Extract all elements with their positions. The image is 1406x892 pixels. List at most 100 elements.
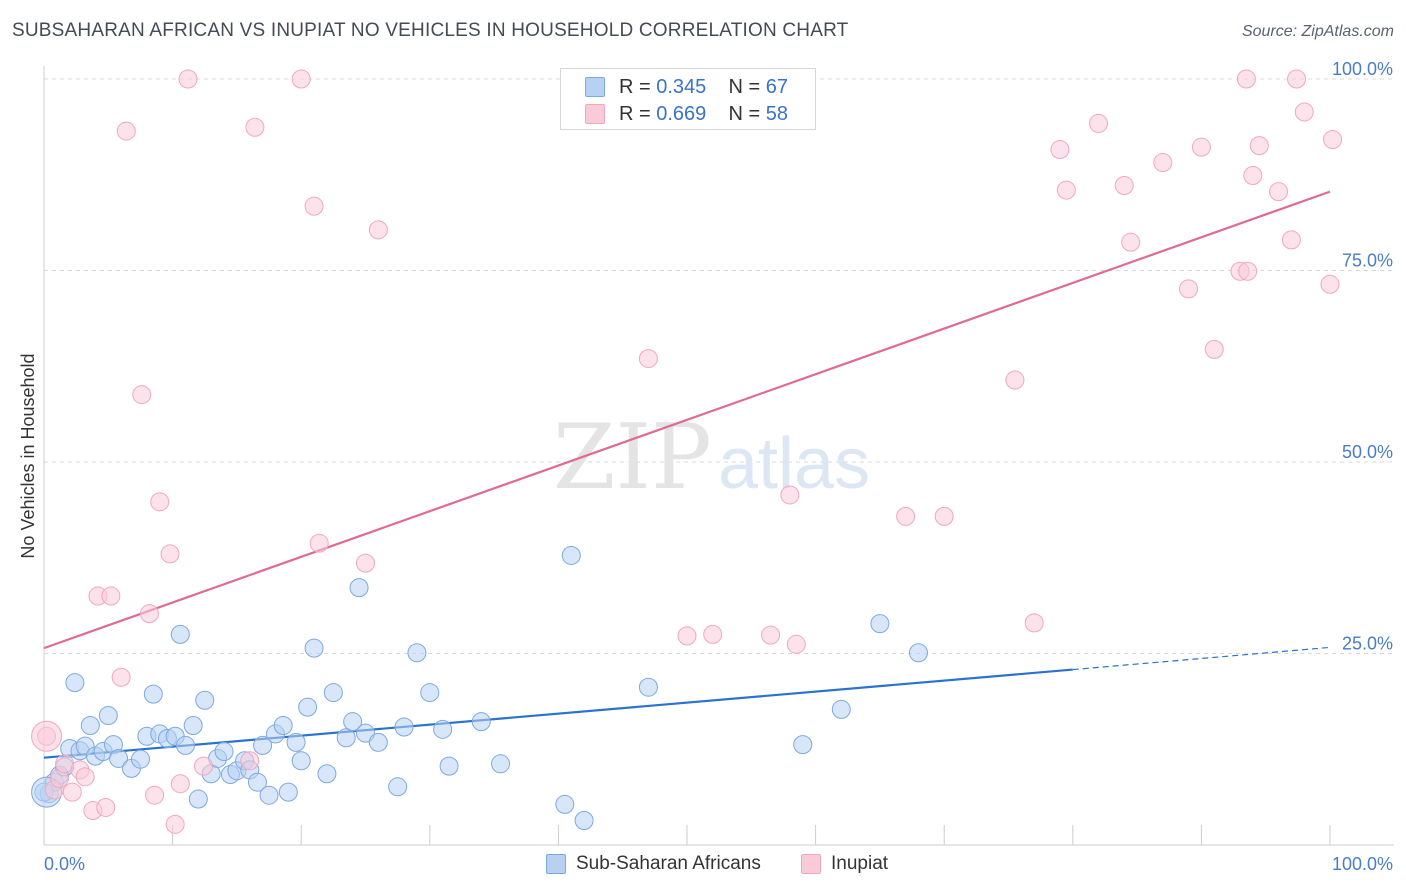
point-inupiat xyxy=(1121,232,1141,252)
point-inupiat xyxy=(1191,137,1211,157)
point-sub-saharan xyxy=(368,732,388,752)
point-inupiat xyxy=(356,553,375,573)
point-sub-saharan xyxy=(143,684,163,704)
point-sub-saharan xyxy=(65,673,85,693)
point-sub-saharan xyxy=(793,735,813,755)
point-sub-saharan xyxy=(109,748,129,768)
point-inupiat xyxy=(368,220,388,240)
point-inupiat xyxy=(145,785,165,805)
n-value: 67 xyxy=(765,75,789,98)
legend-stats-text: R = 0.345 N = 67 xyxy=(619,76,788,99)
trend-line-extension-0 xyxy=(1072,646,1331,671)
point-inupiat xyxy=(132,385,152,405)
point-sub-saharan xyxy=(908,643,928,663)
point-sub-saharan xyxy=(336,728,356,748)
point-inupiat xyxy=(1281,230,1301,250)
point-sub-saharan xyxy=(286,732,306,752)
legend-item-sub-saharan: Sub-Saharan Africans xyxy=(546,852,761,876)
data-points xyxy=(31,69,1343,834)
y-axis-label: No Vehicles in Household xyxy=(18,353,38,558)
point-sub-saharan xyxy=(291,751,311,771)
point-sub-saharan xyxy=(323,683,343,703)
point-inupiat xyxy=(160,544,180,564)
point-inupiat xyxy=(245,117,265,137)
x-tick-label: 0.0% xyxy=(44,854,85,874)
point-sub-saharan xyxy=(388,777,408,797)
point-inupiat xyxy=(75,767,95,787)
point-inupiat xyxy=(1323,130,1343,150)
point-sub-saharan xyxy=(273,716,293,736)
point-inupiat xyxy=(1024,613,1044,633)
point-inupiat xyxy=(111,667,131,687)
legend-label-inupiat: Inupiat xyxy=(831,853,889,874)
point-inupiat xyxy=(1287,69,1307,89)
point-sub-saharan xyxy=(195,690,215,710)
point-sub-saharan xyxy=(349,578,369,598)
point-sub-saharan xyxy=(638,677,658,697)
r-label: R = xyxy=(619,75,657,98)
watermark: ZIP atlas xyxy=(553,405,870,510)
x-tick-label: 100.0% xyxy=(1332,854,1393,874)
point-sub-saharan xyxy=(170,624,190,644)
point-inupiat xyxy=(1269,182,1289,202)
point-sub-saharan xyxy=(574,810,594,830)
watermark-zip: ZIP xyxy=(553,405,712,510)
point-inupiat xyxy=(150,492,170,512)
legend-item-inupiat: Inupiat xyxy=(801,852,888,876)
point-inupiat xyxy=(193,756,213,776)
r-value: 0.669 xyxy=(656,102,707,125)
stats-legend: R = 0.345 N = 67 R = 0.669 N = 58 xyxy=(560,68,816,130)
point-sub-saharan xyxy=(420,683,440,703)
n-value: 58 xyxy=(765,102,789,125)
point-inupiat xyxy=(304,196,324,216)
point-sub-saharan xyxy=(870,614,890,634)
point-sub-saharan xyxy=(343,712,363,732)
point-inupiat xyxy=(1204,339,1224,359)
point-sub-saharan xyxy=(439,756,459,776)
y-tick-label: 50.0% xyxy=(1342,442,1393,462)
point-sub-saharan xyxy=(831,699,851,719)
point-sub-saharan xyxy=(555,794,575,814)
point-sub-saharan xyxy=(80,716,100,736)
legend-swatch-pink xyxy=(801,854,821,874)
n-label: N = xyxy=(728,102,766,125)
point-sub-saharan xyxy=(407,643,427,663)
point-inupiat xyxy=(309,533,329,553)
point-sub-saharan xyxy=(188,789,208,809)
point-inupiat xyxy=(638,349,658,369)
point-large-inupiat xyxy=(31,720,63,752)
point-inupiat xyxy=(1243,166,1263,186)
point-sub-saharan xyxy=(247,772,267,792)
point-inupiat xyxy=(934,506,954,526)
point-inupiat xyxy=(165,814,185,834)
point-inupiat xyxy=(1249,136,1269,156)
point-inupiat xyxy=(761,625,781,645)
point-inupiat xyxy=(1114,175,1134,195)
point-sub-saharan xyxy=(175,735,195,755)
legend-swatch-pink xyxy=(585,104,605,124)
legend-stats-text: R = 0.669 N = 58 xyxy=(619,103,788,126)
n-label: N = xyxy=(728,75,766,98)
y-tick-label: 100.0% xyxy=(1332,59,1393,79)
point-inupiat xyxy=(1089,113,1109,133)
point-inupiat xyxy=(1179,279,1199,299)
point-inupiat xyxy=(1056,180,1076,200)
point-sub-saharan xyxy=(278,782,298,802)
point-inupiat xyxy=(1320,274,1340,294)
trend-lines xyxy=(43,190,1331,759)
point-inupiat xyxy=(703,624,723,644)
point-inupiat xyxy=(896,506,916,526)
point-sub-saharan xyxy=(471,712,491,732)
chart-source: Source: ZipAtlas.com xyxy=(1241,23,1394,40)
legend-swatch-blue xyxy=(546,854,566,874)
point-inupiat xyxy=(1294,102,1314,122)
tick-labels: 25.0% 50.0% 75.0% 100.0% 0.0% 100.0% xyxy=(44,59,1393,874)
point-sub-saharan xyxy=(394,717,414,737)
point-inupiat xyxy=(677,626,697,646)
point-sub-saharan xyxy=(356,723,375,743)
point-inupiat xyxy=(291,69,311,89)
point-inupiat xyxy=(240,751,260,771)
trend-line-0 xyxy=(43,668,1073,759)
point-sub-saharan xyxy=(304,638,324,658)
